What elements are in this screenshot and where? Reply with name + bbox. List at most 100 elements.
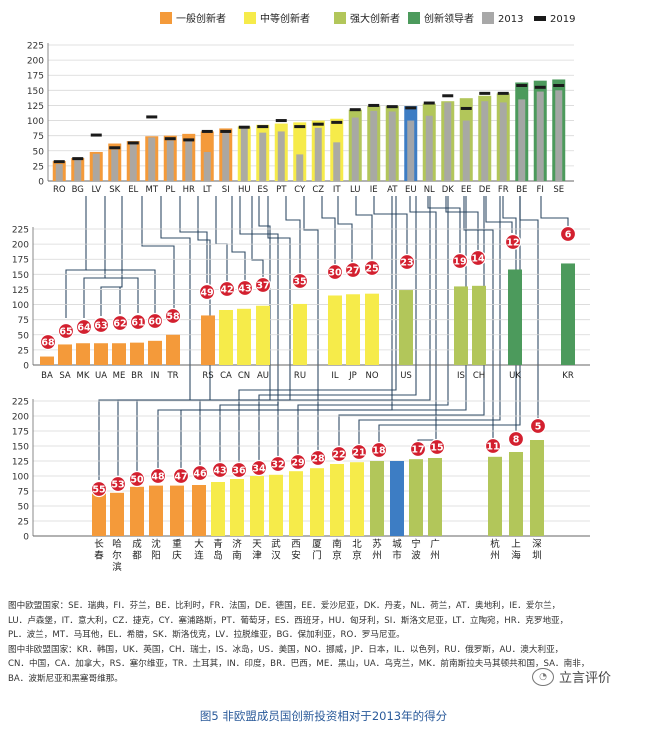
x-tick-label: FI [537, 185, 544, 195]
x-tick-label: 滨 [112, 561, 122, 573]
y-tick-label: 100 [12, 301, 29, 311]
rank-badge [211, 461, 229, 479]
y-tick-label: 75 [33, 132, 44, 142]
connector-line [180, 196, 393, 468]
x-tick-label: 西 [291, 539, 301, 550]
x-tick-label: 青 [213, 538, 223, 550]
x-tick-label: 长 [94, 538, 104, 550]
marker-2019 [516, 83, 528, 87]
bar [409, 459, 423, 536]
x-tick-label: 沈 [151, 538, 161, 550]
marker-2019 [164, 137, 176, 141]
x-tick-label: EU [405, 185, 417, 195]
x-tick-label: 城 [392, 539, 402, 550]
rank-badge-label: 25 [365, 264, 378, 275]
rank-badge-label: 42 [220, 285, 233, 296]
bar-2013 [518, 99, 526, 181]
marker-2019 [201, 129, 213, 133]
x-tick-label: HU [238, 185, 251, 195]
rank-badge-label: 43 [213, 466, 226, 477]
rank-badge [57, 322, 75, 340]
connector-line [179, 196, 208, 283]
x-tick-label: 州 [372, 551, 382, 562]
x-tick-label: 庆 [172, 550, 182, 562]
x-tick-label: 海 [511, 550, 521, 562]
bar [428, 458, 442, 536]
bar-2013 [259, 132, 267, 181]
x-tick-label: CZ [312, 185, 324, 195]
bar [390, 461, 404, 536]
connector-line [105, 277, 139, 313]
x-tick-label: 连 [194, 550, 204, 562]
x-tick-label: LT [203, 185, 213, 195]
legend-swatch [334, 12, 346, 24]
rank-badge-label: 29 [291, 458, 304, 469]
bar-2013 [444, 102, 452, 181]
rank-badge-label: 5 [535, 422, 542, 433]
marker-2019 [553, 83, 565, 87]
connector-line [277, 196, 431, 456]
rank-badge-label: 64 [77, 323, 91, 334]
bar-2013 [203, 151, 211, 181]
bar [237, 308, 251, 365]
connector-line [141, 196, 175, 308]
bar-2013 [111, 149, 119, 181]
y-tick-label: 0 [23, 362, 29, 372]
connector-line [86, 269, 156, 313]
bar [269, 474, 283, 536]
bar-2013 [425, 115, 433, 181]
rank-badge-label: 63 [94, 321, 107, 332]
x-tick-label: 武 [271, 538, 281, 550]
rank-badge [330, 445, 348, 463]
bar [76, 343, 90, 365]
bar [149, 485, 163, 536]
marker-2019 [238, 125, 250, 129]
bar [230, 479, 244, 536]
rank-badge-label: 30 [328, 268, 342, 279]
y-tick-label: 100 [12, 473, 29, 483]
x-tick-label: AU [257, 371, 269, 381]
bar [130, 486, 144, 536]
connector-line [409, 196, 437, 441]
china-cities-chart: 0255075100125150175200225长春哈尔滨成都沈阳重庆大连青岛… [12, 398, 590, 573]
bar [561, 263, 575, 365]
y-tick-label: 125 [12, 458, 29, 468]
rank-badge-label: 32 [271, 460, 284, 471]
connector-line [485, 196, 513, 233]
marker-2019 [294, 125, 306, 129]
rank-badge [109, 475, 127, 493]
bar [148, 340, 162, 365]
marker-2019 [275, 119, 287, 123]
bar [330, 464, 344, 536]
bar-2013 [555, 90, 563, 181]
rank-badge [309, 449, 327, 467]
y-tick-label: 75 [18, 316, 29, 326]
x-tick-label: RS [202, 371, 213, 381]
rank-badge [370, 441, 388, 459]
rank-badge-label: 23 [400, 258, 413, 269]
x-tick-label: 宁 [411, 538, 421, 550]
x-tick-label: SE [553, 185, 564, 195]
marker-2019 [386, 105, 398, 109]
bar [211, 482, 225, 536]
rank-badge [230, 461, 248, 479]
bar [192, 485, 206, 536]
rank-badge [129, 313, 147, 331]
rank-badge [289, 453, 307, 471]
rank-badge [409, 440, 427, 458]
marker-2019 [257, 125, 269, 129]
marker-2019 [479, 91, 491, 95]
note-line: PL．波兰，MT．马耳他，EL．希腊，SK．斯洛伐克，LV．拉脱维亚，BG．保加… [8, 630, 405, 641]
connector-line [297, 196, 449, 454]
connector-line [358, 196, 501, 444]
x-tick-label: CA [220, 371, 232, 381]
rank-badge-label: 61 [131, 318, 144, 329]
rank-badge-label: 27 [346, 266, 359, 277]
x-tick-label: 南 [332, 538, 342, 550]
rank-badge-label: 43 [238, 284, 251, 295]
marker-2019 [423, 101, 435, 105]
legend-swatch-2019 [534, 16, 546, 21]
rank-badge [507, 430, 525, 448]
rank-badge-label: 50 [130, 475, 144, 486]
